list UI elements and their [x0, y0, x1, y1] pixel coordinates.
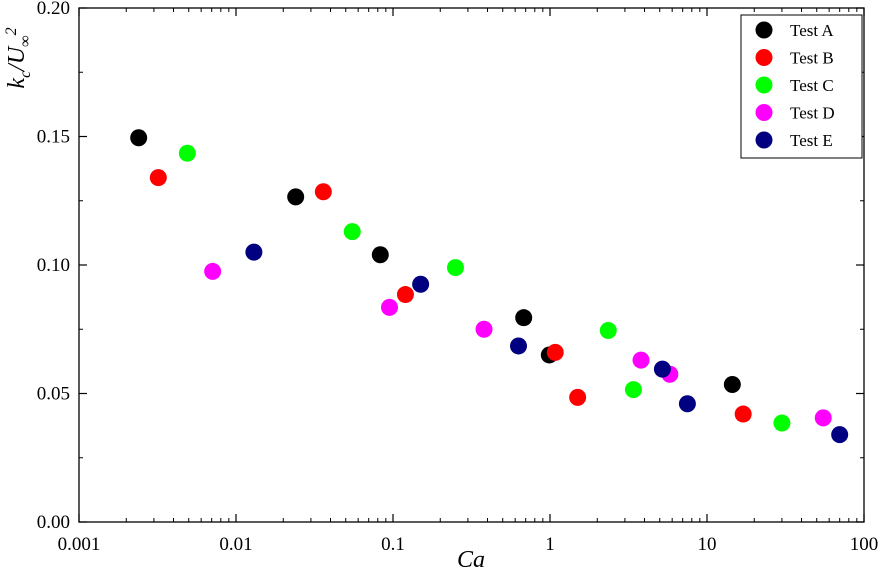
svg-text:kc/U∞2: kc/U∞2: [3, 27, 34, 88]
data-point: [723, 376, 741, 394]
x-tick-label: 10: [698, 534, 717, 555]
y-tick-label: 0.15: [37, 127, 70, 148]
data-point: [624, 381, 642, 399]
x-tick-label: 0.1: [381, 534, 405, 555]
y-tick-label: 0.20: [37, 0, 70, 19]
data-point: [814, 409, 832, 427]
data-point: [515, 309, 533, 327]
legend-marker: [755, 76, 773, 94]
data-point: [396, 286, 414, 304]
data-point: [546, 343, 564, 361]
x-tick-label: 0.01: [219, 534, 252, 555]
x-axis-label: Ca: [457, 547, 485, 573]
data-point: [287, 188, 305, 206]
data-point: [204, 262, 222, 280]
legend-label: Test C: [790, 76, 834, 95]
y-tick-label: 0.05: [37, 384, 70, 405]
x-tick-label: 1: [545, 534, 555, 555]
y-tick-label: 0.10: [37, 255, 70, 276]
data-point: [599, 322, 617, 340]
legend-label: Test D: [790, 104, 835, 123]
data-point: [381, 298, 399, 316]
data-point: [569, 388, 587, 406]
legend-label: Test B: [790, 49, 834, 68]
legend-label: Test E: [790, 131, 833, 150]
legend-label: Test A: [790, 21, 834, 40]
data-point: [314, 183, 332, 201]
data-point: [653, 360, 671, 378]
data-point: [509, 337, 527, 355]
data-point: [475, 320, 493, 338]
data-point: [178, 144, 196, 162]
axis-ticks: [78, 7, 865, 523]
legend-marker: [755, 21, 773, 39]
data-point: [632, 351, 650, 369]
data-point: [245, 243, 263, 261]
x-tick-label: 100: [850, 534, 879, 555]
y-axis-label-inf: ∞: [17, 35, 34, 46]
data-point: [831, 426, 849, 444]
tick-labels: 0.001 0.01 0.1 1 10 100 0.00 0.05 0.10 0.15 0.20: [37, 0, 879, 555]
legend-marker: [755, 104, 773, 121]
y-axis-label: kc/U∞2: [3, 27, 34, 88]
data-point: [343, 223, 361, 241]
legend: Test A Test B Test C Test D Test E: [740, 14, 863, 159]
data-points: [130, 129, 849, 444]
data-point: [149, 169, 167, 187]
data-point: [371, 246, 389, 264]
data-point: [678, 395, 696, 413]
x-tick-label: 0.001: [58, 534, 101, 555]
data-point: [446, 259, 464, 277]
data-point: [412, 275, 430, 293]
data-point: [130, 129, 148, 147]
data-point: [734, 405, 752, 423]
y-tick-label: 0.00: [37, 512, 70, 533]
data-point: [773, 414, 791, 432]
legend-marker: [755, 131, 773, 149]
y-axis-label-subscript: c: [17, 71, 34, 78]
legend-marker: [755, 49, 773, 66]
